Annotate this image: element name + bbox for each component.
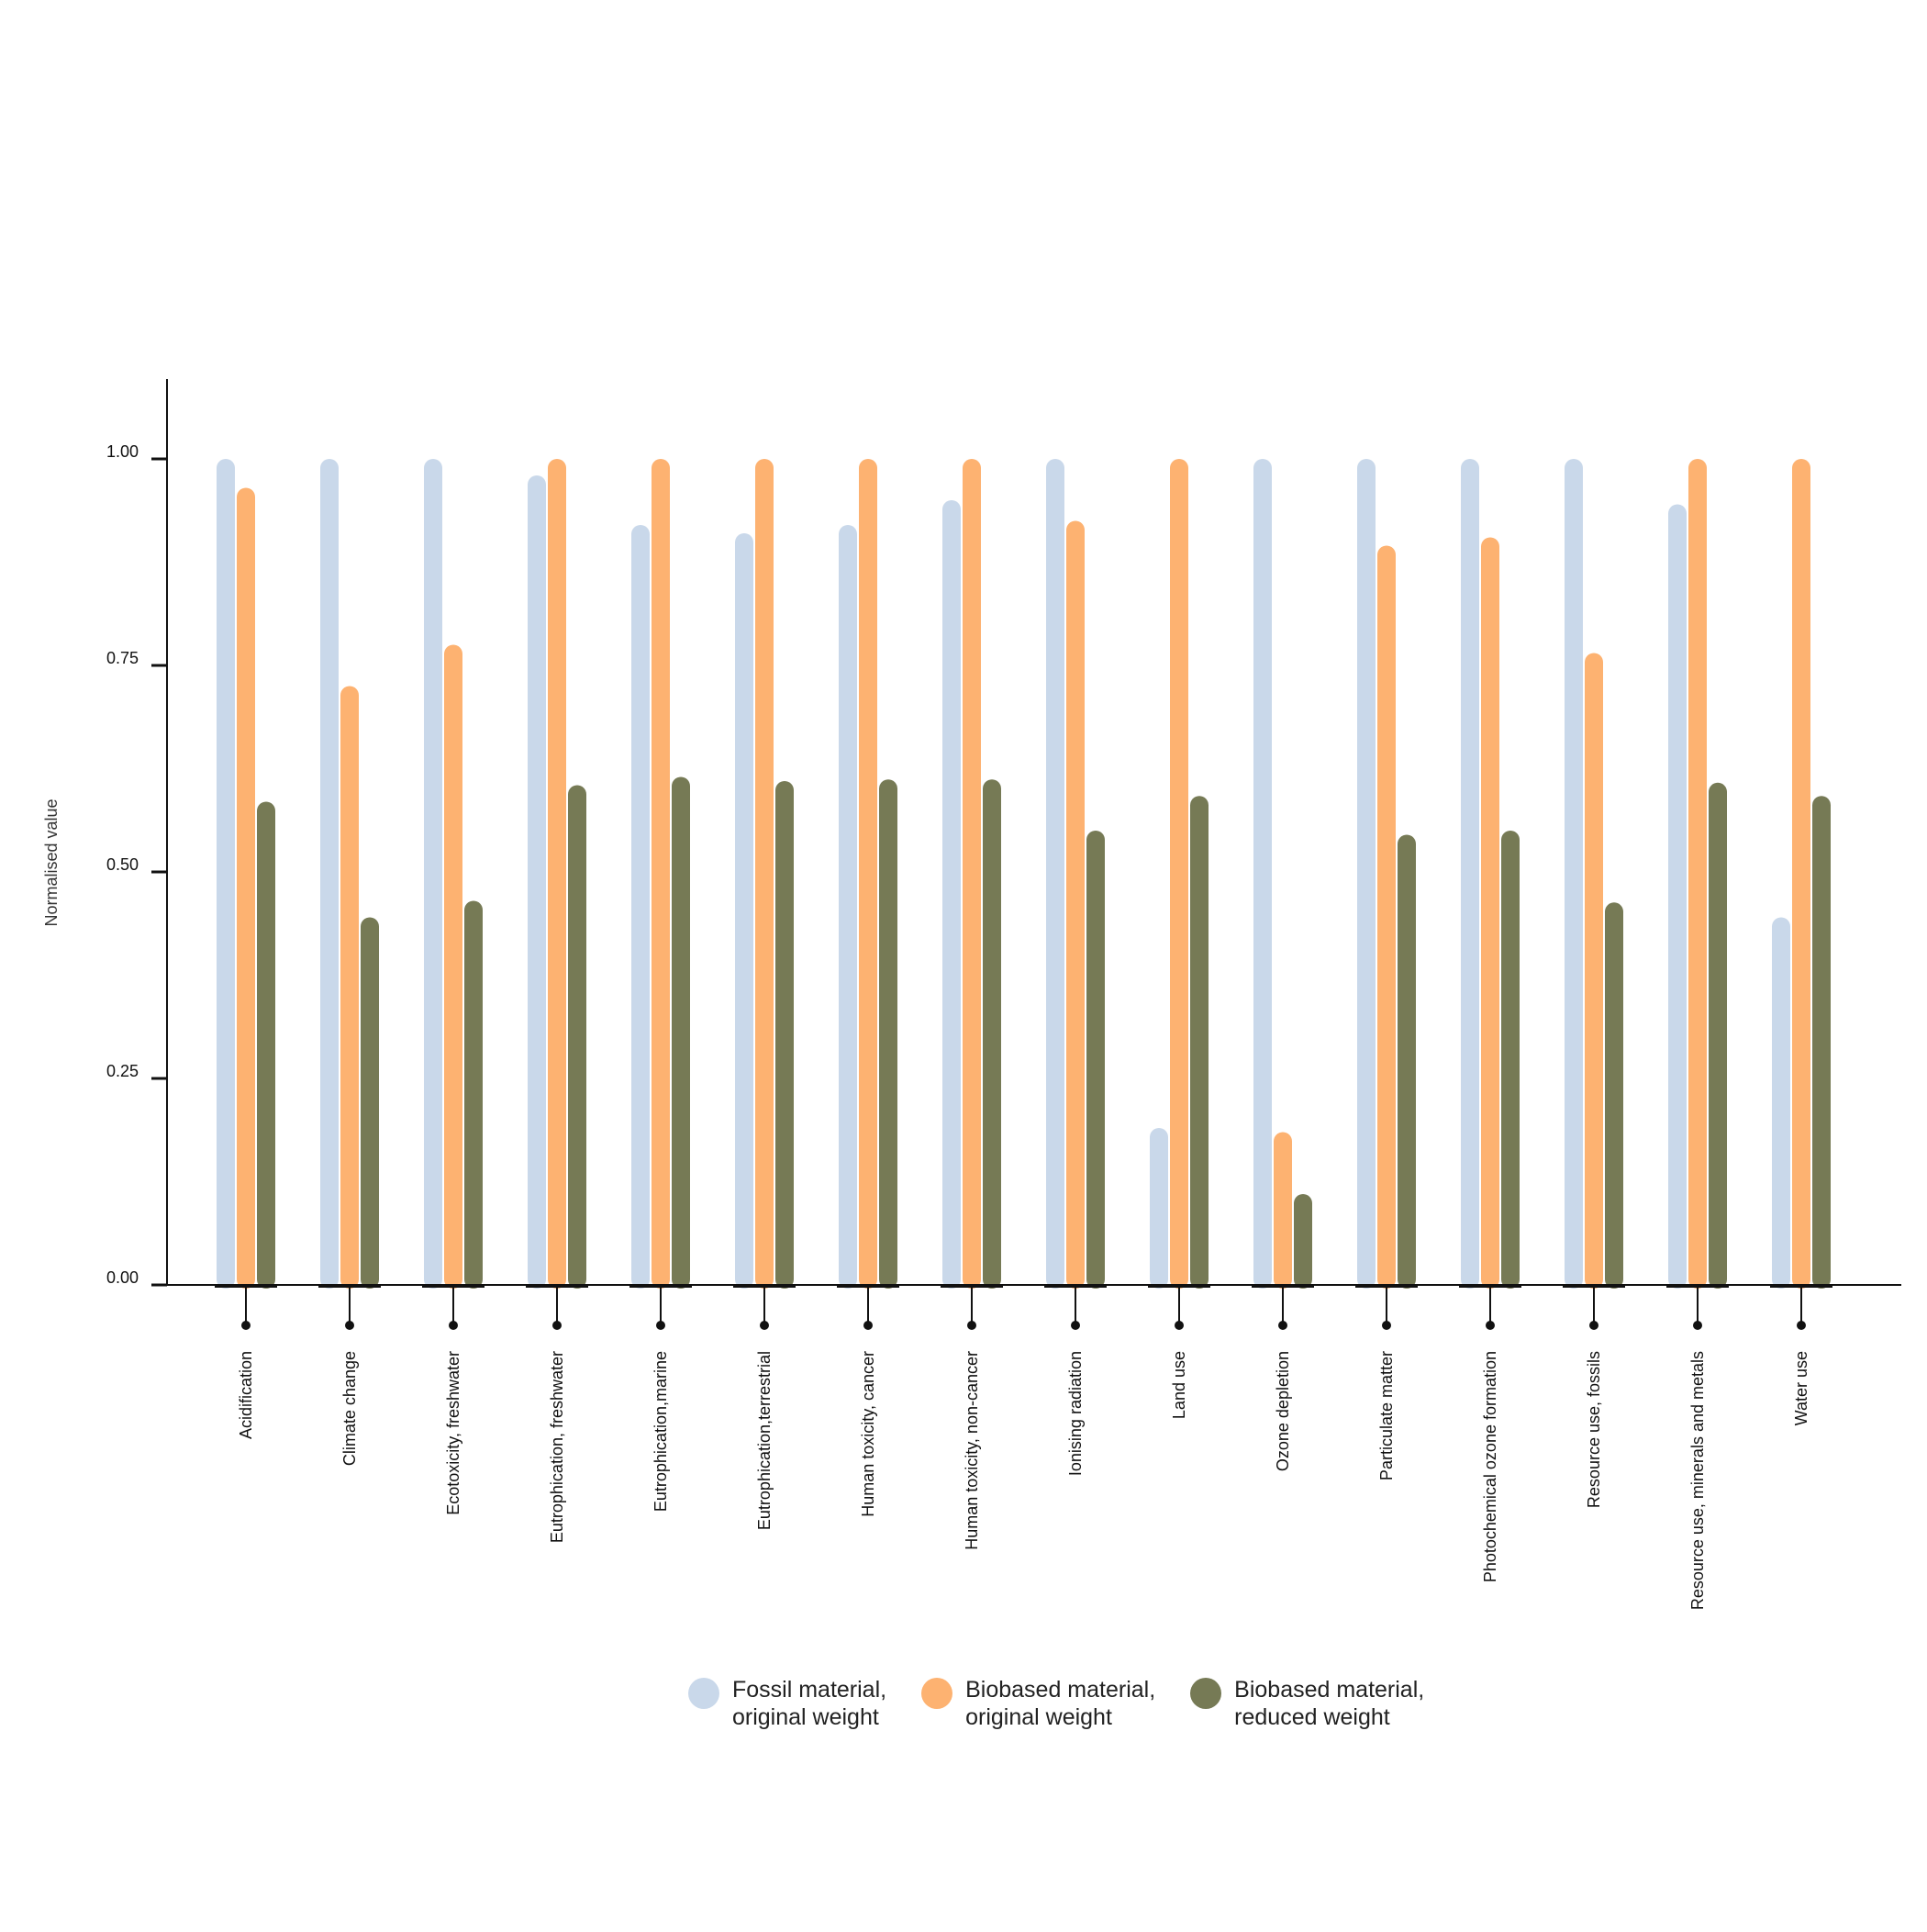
legend-swatch [921,1678,953,1709]
bar [1190,796,1209,1289]
category-tick-dot [552,1321,562,1330]
bar [963,459,981,1289]
bar [1481,537,1499,1289]
legend-label: Biobased material, original weight [965,1677,1156,1730]
category-tick-dot [656,1321,665,1330]
bar [1565,459,1583,1289]
category-label: Eutrophication, freshwater [548,1351,566,1543]
category-label: Particulate matter [1377,1351,1396,1480]
category-label: Ecotoxicity, freshwater [444,1351,462,1515]
category-label: Eutrophication,terrestrial [755,1351,774,1530]
bar [631,525,650,1289]
bar [1066,520,1085,1289]
bar [1253,459,1272,1289]
category-tick-dot [760,1321,769,1330]
y-tick-label: 0.00 [106,1268,139,1287]
category-label: Ionising radiation [1066,1351,1085,1476]
bar [1668,504,1687,1289]
legend-swatch [688,1678,719,1709]
bar [942,500,961,1289]
bar [1605,902,1623,1289]
bar [879,779,897,1289]
category-label: Acidification [237,1351,255,1439]
bar [257,801,275,1289]
bar [217,459,235,1289]
bar [1772,917,1790,1289]
legend-item: Fossil material, original weight [688,1676,886,1731]
bar [1812,796,1831,1289]
legend-item: Biobased material, original weight [921,1676,1155,1731]
bar [775,781,794,1289]
category-tick-dot [1486,1321,1495,1330]
category-tick-dot [1278,1321,1287,1330]
category-label: Resource use, fossils [1585,1351,1603,1508]
category-tick-dot [1693,1321,1702,1330]
y-tick-label: 0.75 [106,649,139,667]
category-tick-dot [345,1321,354,1330]
category-tick-dot [241,1321,251,1330]
bar [1688,459,1707,1289]
bar [839,525,857,1289]
legend: Fossil material, original weight Biobased… [688,1676,1424,1731]
y-tick-label: 0.50 [106,855,139,874]
category-label: Eutrophication,marine [652,1351,670,1512]
category-tick-dot [967,1321,976,1330]
category-label: Human toxicity, cancer [859,1351,877,1517]
bar [1294,1194,1312,1289]
category-tick-dot [1382,1321,1391,1330]
bar [1150,1128,1168,1289]
bar [1170,459,1188,1289]
bar [1585,653,1603,1289]
bar [735,533,753,1289]
y-tick-label: 1.00 [106,442,139,461]
bar [1046,459,1064,1289]
bar [859,459,877,1289]
category-tick-dot [449,1321,458,1330]
category-label: Resource use, minerals and metals [1688,1351,1707,1610]
bar [1377,545,1396,1289]
bar [464,900,483,1289]
legend-label: Biobased material, reduced weight [1234,1677,1425,1730]
bar [1274,1132,1292,1289]
bar [1086,831,1105,1289]
category-tick-dot [1175,1321,1184,1330]
category-label: Photochemical ozone formation [1481,1351,1499,1582]
bar [1792,459,1810,1289]
bar [983,779,1001,1289]
category-label: Water use [1792,1351,1810,1425]
category-label: Climate change [340,1351,359,1466]
legend-item: Biobased material, reduced weight [1190,1676,1424,1731]
bar [755,459,774,1289]
bar [320,459,339,1289]
bar [361,917,379,1289]
category-label: Ozone depletion [1274,1351,1292,1471]
bar [528,475,546,1289]
category-tick-dot [1589,1321,1598,1330]
bar [1461,459,1479,1289]
bar [652,459,670,1289]
legend-label: Fossil material, original weight [732,1677,887,1730]
bar [1398,834,1416,1289]
bar [424,459,442,1289]
bar [1357,459,1376,1289]
bar [444,644,462,1289]
category-tick-dot [1071,1321,1080,1330]
category-label: Human toxicity, non-cancer [963,1351,981,1550]
y-axis-label: Normalised value [42,798,61,926]
bar [548,459,566,1289]
category-tick-dot [863,1321,873,1330]
category-label: Land use [1170,1351,1188,1419]
bar [237,487,255,1289]
bar [340,686,359,1289]
legend-swatch [1190,1678,1222,1709]
y-tick-label: 0.25 [106,1062,139,1080]
bar [1709,782,1727,1289]
bar [568,785,586,1289]
category-tick-dot [1797,1321,1806,1330]
bar [672,776,690,1289]
bar [1501,831,1520,1289]
